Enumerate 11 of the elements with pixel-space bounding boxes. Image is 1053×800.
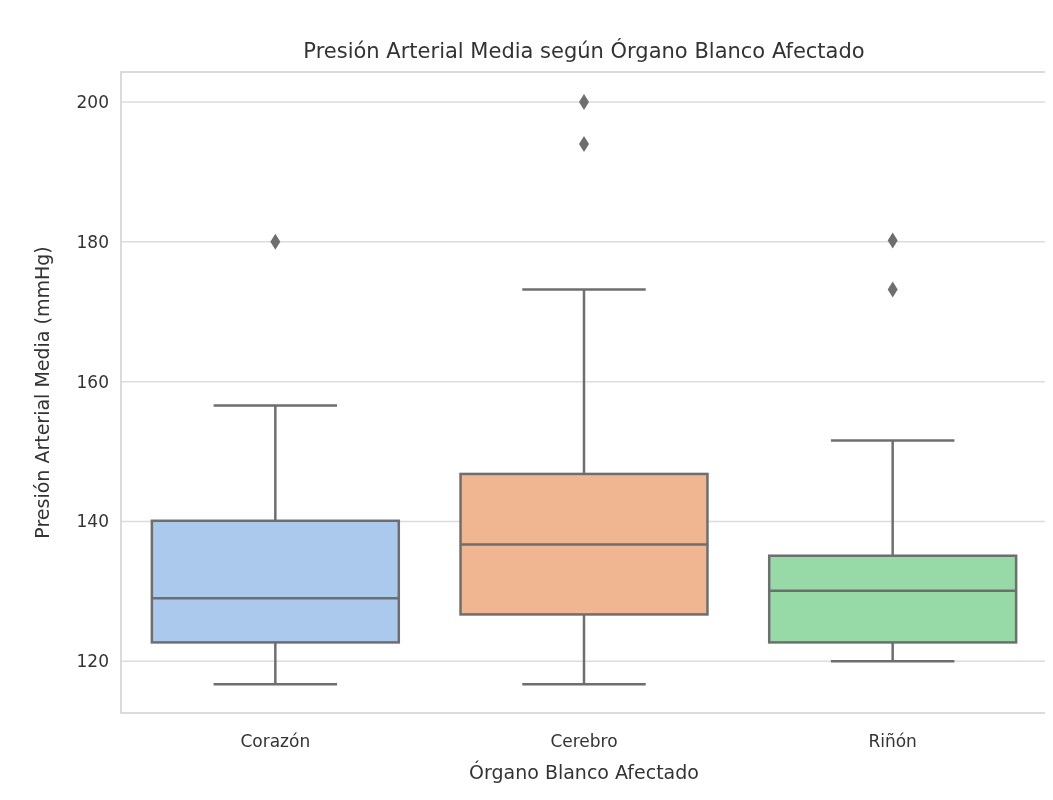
y-tick-label: 200 (76, 92, 109, 113)
x-axis-title: Órgano Blanco Afectado (469, 760, 699, 783)
y-tick-label: 120 (76, 651, 109, 672)
y-axis-title: Presión Arterial Media (mmHg) (31, 246, 53, 539)
y-tick-label: 140 (76, 511, 109, 532)
x-tick-label: Riñón (868, 731, 917, 751)
y-tick-label: 160 (76, 371, 109, 392)
x-tick-label: Corazón (240, 731, 311, 751)
x-tick-label: Cerebro (550, 731, 618, 751)
chart-title: Presión Arterial Media según Órgano Blanco Afectado (303, 38, 865, 63)
y-tick-label: 180 (76, 231, 109, 252)
